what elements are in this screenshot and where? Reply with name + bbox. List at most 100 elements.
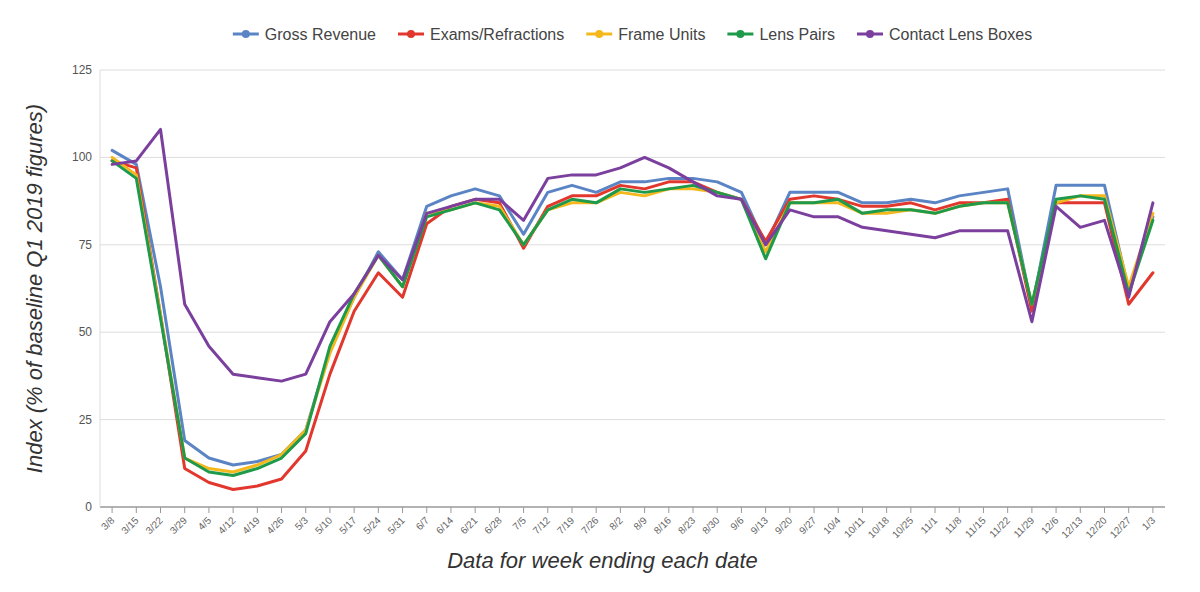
x-tick xyxy=(571,507,572,513)
x-tick xyxy=(644,507,645,513)
y-tick-label: 100 xyxy=(72,150,92,164)
x-tick xyxy=(1031,507,1032,513)
x-tick xyxy=(160,507,161,513)
x-tick xyxy=(281,507,282,513)
grid-line xyxy=(100,419,1165,420)
x-tick-label: 10/25 xyxy=(890,514,916,540)
legend-label: Gross Revenue xyxy=(265,26,376,43)
x-tick xyxy=(378,507,379,513)
grid-line xyxy=(100,507,1165,508)
x-tick xyxy=(1080,507,1081,513)
legend-swatch-dot xyxy=(242,30,250,38)
x-tick xyxy=(136,507,137,513)
x-tick-label: 4/19 xyxy=(240,514,262,536)
x-tick-label: 12/13 xyxy=(1059,514,1085,540)
x-tick-label: 3/15 xyxy=(119,514,141,536)
x-tick xyxy=(184,507,185,513)
x-tick xyxy=(257,507,258,513)
x-tick xyxy=(354,507,355,513)
y-tick-label: 25 xyxy=(79,413,93,427)
series-line xyxy=(112,161,1153,490)
legend: Gross Revenue Exams/Refractions Frame Unit… xyxy=(233,26,1032,43)
x-tick xyxy=(910,507,911,513)
x-tick xyxy=(668,507,669,513)
x-tick xyxy=(305,507,306,513)
y-tick-label: 0 xyxy=(85,500,92,514)
x-tick-label: 7/26 xyxy=(579,514,601,536)
x-tick xyxy=(935,507,936,513)
x-tick xyxy=(1152,507,1153,513)
x-tick-label: 11/15 xyxy=(963,514,988,539)
legend-label: Frame Units xyxy=(618,26,705,43)
x-tick xyxy=(693,507,694,513)
legend-label: Exams/Refractions xyxy=(430,26,564,43)
x-tick-label: 11/1 xyxy=(918,514,939,535)
x-tick-label: 3/8 xyxy=(99,514,117,532)
x-tick xyxy=(620,507,621,513)
x-tick-label: 1/3 xyxy=(1140,514,1158,532)
x-tick xyxy=(765,507,766,513)
x-tick-label: 6/21 xyxy=(458,514,480,536)
x-tick-label: 10/18 xyxy=(866,514,892,540)
y-tick-label: 125 xyxy=(72,63,92,77)
legend-swatch-dot xyxy=(407,30,415,38)
grid-line xyxy=(100,332,1165,333)
x-tick xyxy=(959,507,960,513)
x-tick xyxy=(886,507,887,513)
x-tick xyxy=(402,507,403,513)
x-tick xyxy=(499,507,500,513)
x-tick xyxy=(596,507,597,513)
x-tick-label: 4/26 xyxy=(264,514,286,536)
legend-label: Contact Lens Boxes xyxy=(889,26,1032,43)
x-tick xyxy=(789,507,790,513)
series-line xyxy=(112,150,1153,465)
x-tick-label: 6/28 xyxy=(482,514,504,536)
legend-swatch-dot xyxy=(595,30,603,38)
grid-line xyxy=(100,157,1165,158)
x-tick xyxy=(741,507,742,513)
x-tick xyxy=(329,507,330,513)
x-tick-label: 5/24 xyxy=(361,514,383,536)
x-tick xyxy=(862,507,863,513)
legend-label: Lens Pairs xyxy=(759,26,835,43)
x-tick-label: 12/6 xyxy=(1039,514,1061,536)
y-axis xyxy=(100,70,101,507)
x-tick-label: 5/10 xyxy=(313,514,335,536)
x-tick-label: 4/12 xyxy=(216,514,238,536)
x-tick-label: 10/4 xyxy=(821,514,843,536)
x-tick-label: 12/20 xyxy=(1083,514,1109,540)
legend-swatch-dot xyxy=(736,30,744,38)
x-tick-label: 8/16 xyxy=(652,514,674,536)
x-tick xyxy=(547,507,548,513)
x-tick-label: 9/20 xyxy=(773,514,795,536)
x-tick xyxy=(717,507,718,513)
y-tick-label: 50 xyxy=(79,325,93,339)
x-tick xyxy=(1056,507,1057,513)
x-tick-label: 5/3 xyxy=(293,514,311,532)
x-tick-label: 7/5 xyxy=(510,514,528,532)
x-tick-label: 8/30 xyxy=(700,514,722,536)
x-tick-label: 10/11 xyxy=(842,514,867,539)
grid-line xyxy=(100,70,1165,71)
series-line xyxy=(112,129,1153,381)
x-tick xyxy=(233,507,234,513)
x-tick-label: 12/27 xyxy=(1108,514,1134,540)
plot-area xyxy=(112,129,1153,489)
x-tick-label: 3/22 xyxy=(143,514,165,536)
x-axis xyxy=(100,507,1165,508)
x-tick-label: 9/6 xyxy=(728,514,746,532)
grid-line xyxy=(100,244,1165,245)
x-tick-label: 7/19 xyxy=(555,514,577,536)
x-tick xyxy=(112,507,113,513)
x-tick-label: 11/22 xyxy=(987,514,1012,539)
x-tick-label: 3/29 xyxy=(168,514,190,536)
x-tick xyxy=(838,507,839,513)
x-tick xyxy=(1007,507,1008,513)
y-axis-title: Index (% of baseline Q1 2019 figures) xyxy=(22,104,47,473)
y-tick-label: 75 xyxy=(79,238,93,252)
x-tick-label: 5/17 xyxy=(337,514,359,536)
x-tick xyxy=(426,507,427,513)
x-tick-label: 8/23 xyxy=(676,514,698,536)
x-tick-label: 9/13 xyxy=(748,514,770,536)
x-tick-label: 8/9 xyxy=(631,514,649,532)
